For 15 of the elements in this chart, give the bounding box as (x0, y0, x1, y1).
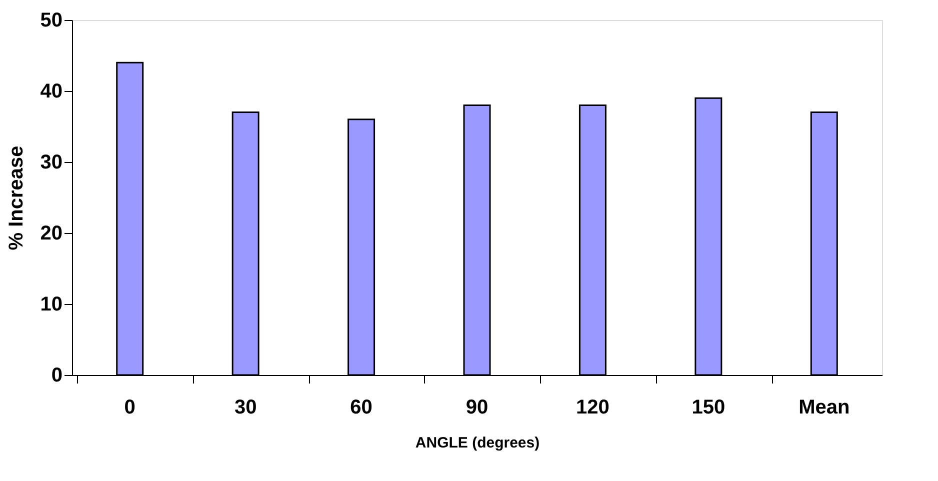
x-tick-label: Mean (798, 396, 850, 418)
x-tick-label: 60 (350, 396, 372, 418)
x-tick-label: 150 (692, 396, 726, 418)
x-tick-label: 120 (576, 396, 610, 418)
y-tick-label: 40 (40, 80, 62, 102)
x-tick-label: 30 (234, 396, 257, 418)
y-tick-label: 0 (51, 364, 62, 386)
x-axis-title: ANGLE (degrees) (415, 434, 540, 452)
x-tick-label: 90 (466, 396, 488, 418)
y-tick-label: 20 (40, 222, 62, 244)
y-tick-label: 50 (40, 10, 62, 32)
y-tick-label: 30 (40, 152, 62, 174)
x-tick-label: 0 (124, 396, 136, 418)
y-tick-label: 10 (40, 294, 62, 316)
y-axis-title: % Increase (5, 146, 28, 250)
